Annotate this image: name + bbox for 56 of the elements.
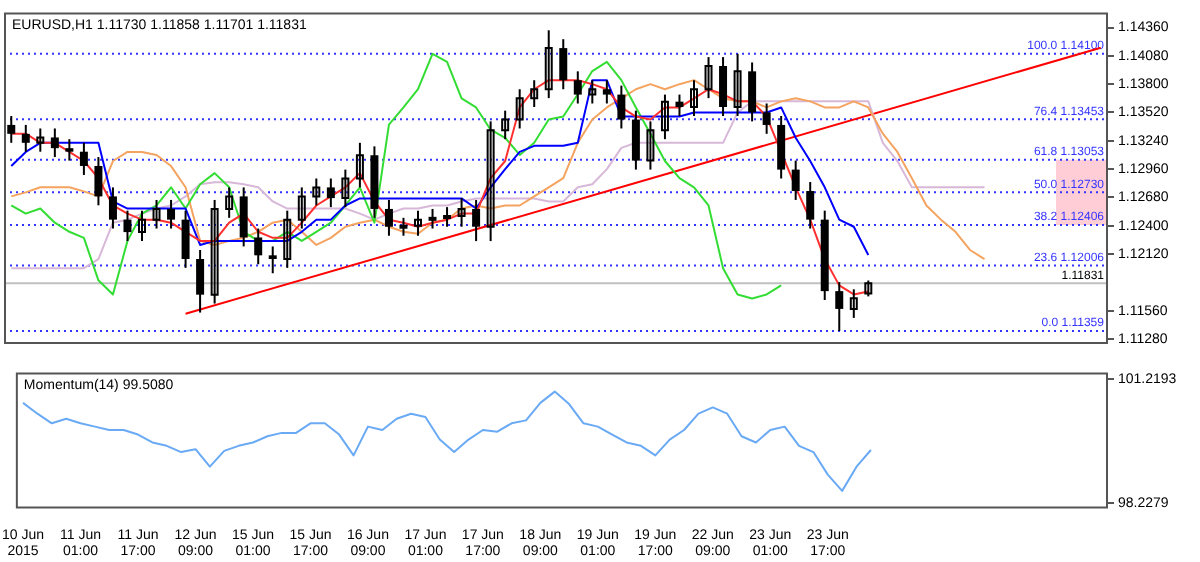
candlestick	[675, 93, 684, 118]
candlestick	[123, 209, 132, 243]
candlestick	[225, 186, 234, 219]
candlestick	[573, 70, 582, 105]
candlestick	[486, 120, 495, 243]
candlestick	[443, 206, 452, 228]
candlestick	[65, 138, 74, 162]
candlestick	[631, 109, 640, 171]
candlestick	[733, 52, 742, 118]
candlestick	[660, 93, 669, 141]
candlestick	[167, 198, 176, 230]
candlestick	[690, 79, 698, 118]
candlestick	[544, 29, 553, 100]
candlestick	[283, 209, 292, 269]
candlestick	[138, 209, 146, 243]
candlestick	[515, 88, 524, 130]
candlestick	[326, 177, 335, 209]
candlestick	[254, 227, 263, 266]
candlestick	[791, 159, 800, 201]
candlestick	[501, 109, 510, 141]
candlestick	[79, 141, 88, 176]
candlestick	[646, 120, 655, 171]
candlestick	[414, 209, 422, 237]
candlestick	[748, 61, 757, 123]
candlestick	[617, 84, 626, 130]
candlestick	[457, 197, 466, 228]
candlestick	[559, 38, 568, 91]
candlestick	[297, 186, 306, 230]
candlestick	[355, 141, 364, 189]
candlestick	[777, 115, 786, 180]
candlestick	[806, 181, 815, 230]
candlestick	[704, 56, 713, 100]
candlestick	[50, 127, 59, 159]
candlestick	[472, 198, 481, 243]
candlestick	[530, 79, 539, 109]
candlestick	[21, 123, 30, 153]
candlestick	[196, 248, 205, 314]
candlestick	[835, 281, 844, 332]
candlestick	[588, 79, 597, 105]
candlestick	[312, 177, 321, 207]
candlestick	[239, 186, 248, 248]
candlestick	[762, 102, 771, 135]
candlestick	[268, 245, 277, 275]
candlestick	[849, 288, 858, 319]
candlestick	[341, 168, 350, 209]
candlestick	[719, 56, 728, 118]
candlestick	[94, 156, 103, 207]
candlestick	[108, 186, 117, 230]
candlestick	[428, 207, 437, 230]
candlestick	[7, 115, 16, 144]
candlestick	[602, 79, 611, 105]
candlestick	[210, 198, 219, 305]
candlestick	[152, 198, 161, 230]
candlestick	[384, 198, 393, 237]
candlestick	[181, 209, 190, 269]
candlestick	[36, 127, 45, 153]
